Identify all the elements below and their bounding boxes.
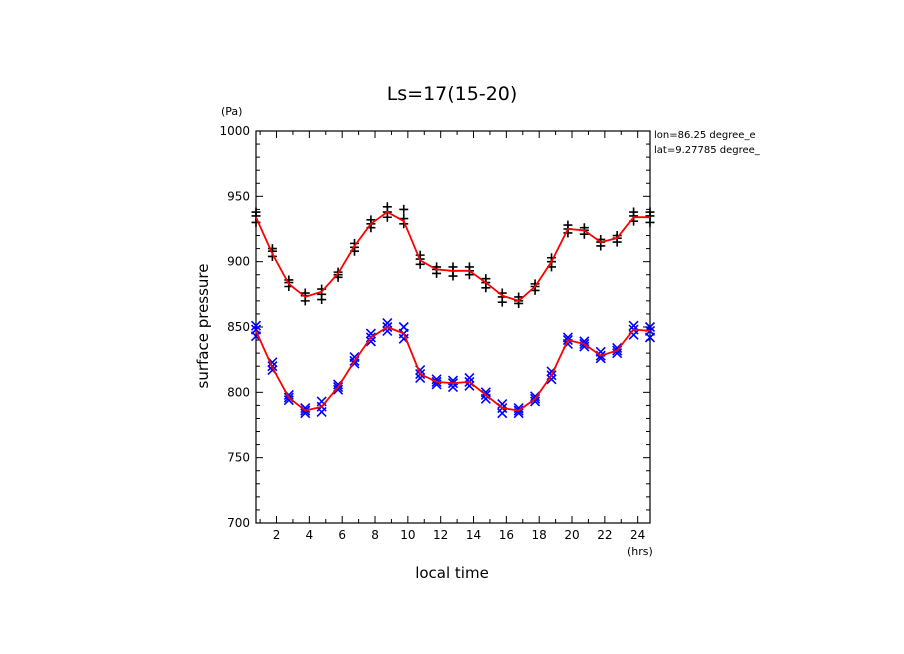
x-tick-label: 12 bbox=[433, 528, 448, 542]
data-point bbox=[251, 207, 261, 217]
data-point bbox=[629, 207, 639, 217]
y-tick-label: 950 bbox=[227, 189, 250, 203]
data-point bbox=[644, 332, 656, 343]
x-axis: 2 4 6 8 10 12 14 16 18 20 22 24 bbox=[259, 131, 645, 542]
data-point bbox=[497, 297, 507, 307]
annotation-lon: lon=86.25 degree_e bbox=[654, 130, 756, 141]
data-point bbox=[628, 320, 639, 331]
data-point bbox=[645, 207, 655, 217]
x-tick-label: 24 bbox=[630, 528, 645, 542]
x-tick-label: 10 bbox=[400, 528, 415, 542]
data-point bbox=[300, 296, 310, 306]
data-point bbox=[382, 202, 392, 212]
data-point bbox=[579, 336, 590, 347]
data-point bbox=[399, 204, 409, 214]
data-point bbox=[563, 220, 573, 230]
x-tick-label: 6 bbox=[338, 528, 346, 542]
data-point bbox=[316, 396, 327, 407]
y-tick-label: 850 bbox=[227, 320, 250, 334]
x-axis-unit: (hrs) bbox=[627, 545, 653, 558]
data-point bbox=[316, 406, 327, 417]
data-point bbox=[250, 320, 262, 331]
x-tick-label: 18 bbox=[532, 528, 547, 542]
x-tick-label: 14 bbox=[466, 528, 481, 542]
series-2 bbox=[250, 318, 656, 419]
y-tick-label: 700 bbox=[227, 516, 250, 530]
data-point bbox=[382, 318, 393, 329]
data-point bbox=[365, 336, 376, 347]
data-point bbox=[497, 399, 508, 410]
data-point bbox=[317, 295, 327, 305]
y-axis-unit: (Pa) bbox=[221, 105, 242, 118]
plot-area: 2 4 6 8 10 12 14 16 18 20 22 2470075080085090095010… bbox=[219, 124, 656, 542]
y-axis: 700 750 800 850 900 950 1000 bbox=[219, 124, 650, 530]
x-tick-label: 20 bbox=[564, 528, 579, 542]
plot-frame bbox=[255, 130, 651, 524]
data-point bbox=[464, 262, 474, 272]
y-tick-label: 900 bbox=[227, 255, 250, 269]
series-1 bbox=[251, 202, 655, 308]
data-point bbox=[448, 262, 458, 272]
x-axis-label: local time bbox=[415, 564, 489, 582]
x-tick-label: 8 bbox=[371, 528, 379, 542]
data-point bbox=[497, 408, 508, 419]
y-tick-label: 1000 bbox=[219, 124, 250, 138]
fit-line bbox=[255, 211, 650, 302]
x-tick-label: 2 bbox=[273, 528, 281, 542]
data-point bbox=[464, 372, 475, 384]
data-point bbox=[480, 387, 491, 398]
data-point bbox=[382, 212, 392, 222]
data-point bbox=[349, 351, 360, 363]
chart-title: Ls=17(15-20) bbox=[387, 83, 518, 105]
data-point bbox=[645, 217, 655, 227]
data-point bbox=[481, 283, 491, 293]
annotation-lat: lat=9.27785 degree_ bbox=[654, 145, 761, 156]
data-point bbox=[546, 374, 557, 385]
y-tick-label: 800 bbox=[227, 385, 250, 399]
x-tick-label: 4 bbox=[306, 528, 314, 542]
x-tick-label: 16 bbox=[499, 528, 514, 542]
x-tick-label: 22 bbox=[597, 528, 612, 542]
y-tick-label: 750 bbox=[227, 451, 250, 465]
data-point bbox=[398, 321, 409, 333]
data-point bbox=[300, 402, 311, 414]
fit-line bbox=[255, 326, 651, 412]
y-axis-label: surface pressure bbox=[194, 264, 212, 389]
data-point bbox=[448, 271, 458, 281]
data-point bbox=[628, 329, 639, 340]
